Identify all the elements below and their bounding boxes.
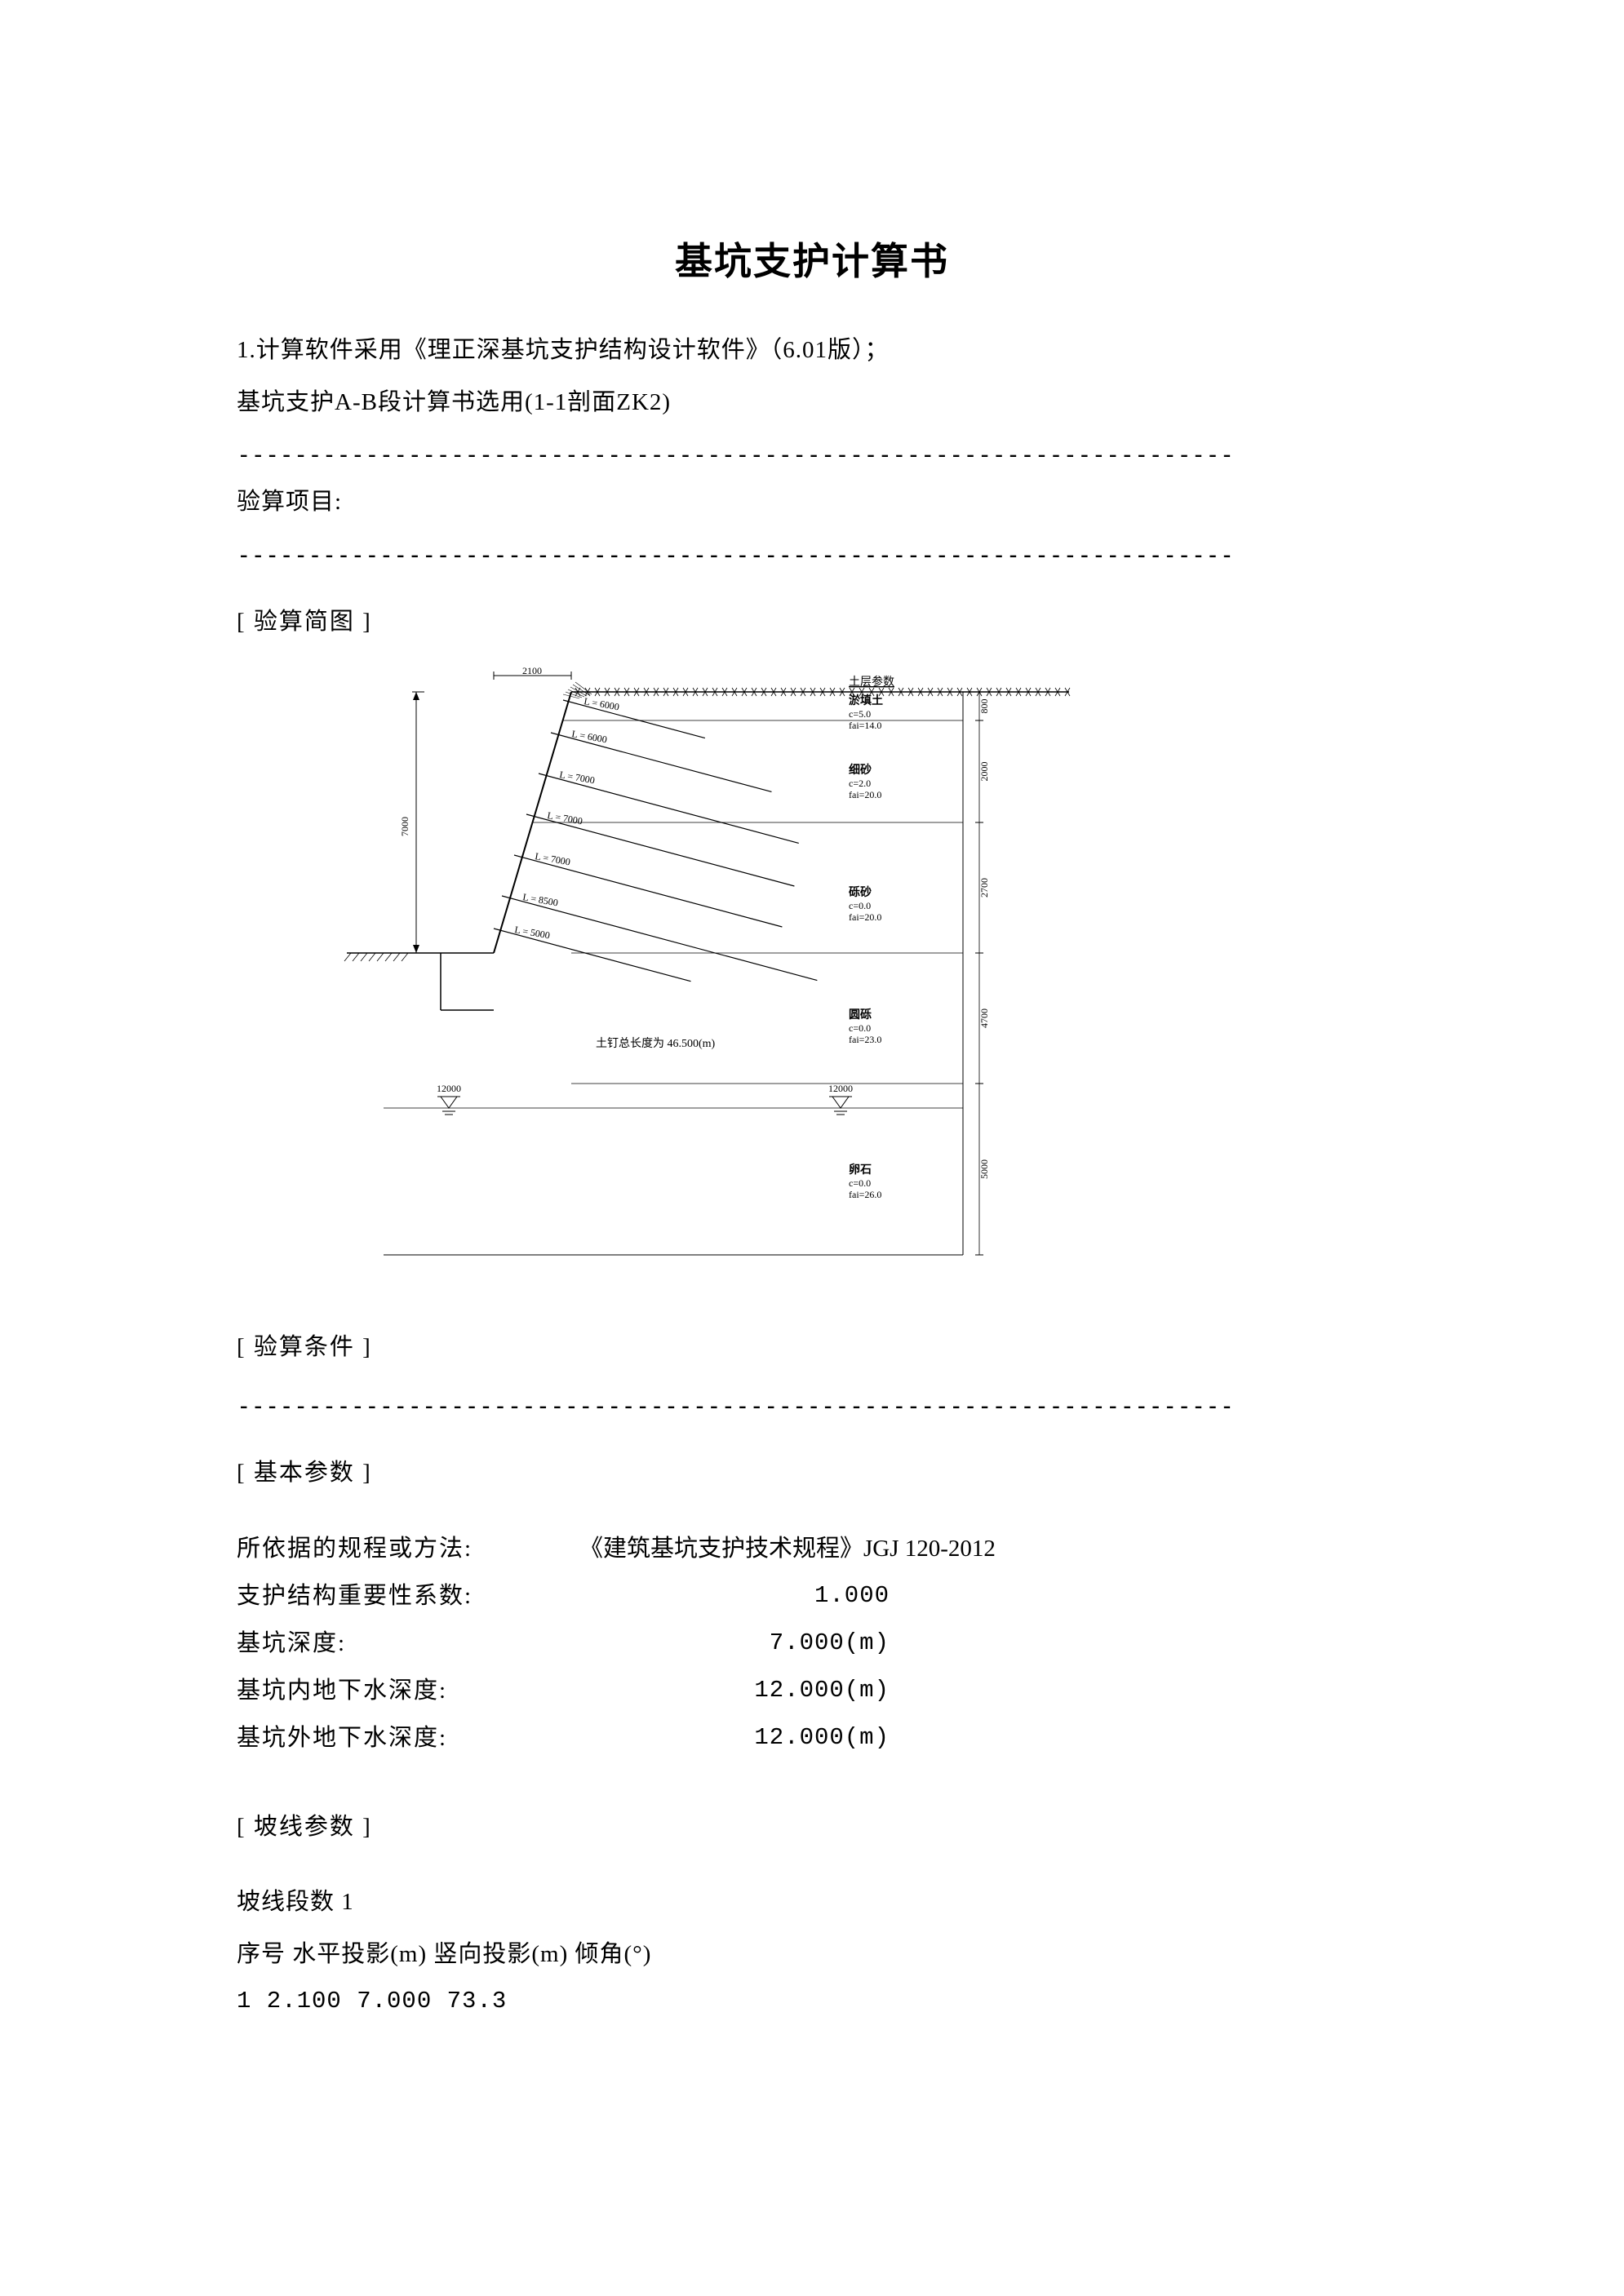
intro-line-2: 基坑支护A-B段计算书选用(1-1剖面ZK2) <box>237 381 1387 423</box>
intro-line-1: 1.计算软件采用《理正深基坑支护结构设计软件》（6.01版）； <box>237 329 1387 371</box>
svg-text:圆砾: 圆砾 <box>849 1008 872 1022</box>
svg-text:2700: 2700 <box>978 878 990 898</box>
svg-text:c=5.0: c=5.0 <box>849 708 871 720</box>
svg-text:12000: 12000 <box>437 1083 461 1094</box>
slope-params-label: [ 坡线参数 ] <box>237 1806 1387 1848</box>
svg-text:5000: 5000 <box>978 1159 990 1179</box>
svg-text:土钉总长度为 46.500(m): 土钉总长度为 46.500(m) <box>596 1037 716 1050</box>
param-value: 12.000(m) <box>579 1717 890 1759</box>
svg-text:4700: 4700 <box>978 1008 990 1028</box>
param-row-method: 所依据的规程或方法: 《建筑基坑支护技术规程》JGJ 120-2012 <box>237 1527 1387 1570</box>
param-value: 7.000(m) <box>579 1622 890 1664</box>
page-title: 基坑支护计算书 <box>237 228 1387 296</box>
svg-text:fai=20.0: fai=20.0 <box>849 911 881 923</box>
svg-text:c=0.0: c=0.0 <box>849 1177 871 1189</box>
slope-table-header: 序号 水平投影(m) 竖向投影(m) 倾角(°) <box>237 1933 1387 1975</box>
param-row-depth: 基坑深度: 7.000(m) <box>237 1622 1387 1664</box>
divider-3: ----------------------------------------… <box>237 1385 1387 1427</box>
svg-text:卵石: 卵石 <box>849 1163 872 1177</box>
svg-text:c=2.0: c=2.0 <box>849 778 871 789</box>
param-label: 支护结构重要性系数: <box>237 1575 579 1617</box>
param-row-importance: 支护结构重要性系数: 1.000 <box>237 1575 1387 1617</box>
verification-diagram: 70002100土层参数8002000270047005000淤填土c=5.0f… <box>335 667 1151 1279</box>
param-value: 12.000(m) <box>579 1669 890 1712</box>
slope-segments-count: 坡线段数 1 <box>237 1881 1387 1923</box>
param-label: 所依据的规程或方法: <box>237 1527 579 1570</box>
svg-text:fai=14.0: fai=14.0 <box>849 720 881 731</box>
diagram-container: 70002100土层参数8002000270047005000淤填土c=5.0f… <box>335 667 1387 1293</box>
param-value: 《建筑基坑支护技术规程》JGJ 120-2012 <box>579 1527 996 1570</box>
divider-1: ----------------------------------------… <box>237 433 1387 476</box>
param-row-outer-water: 基坑外地下水深度: 12.000(m) <box>237 1717 1387 1759</box>
svg-text:2100: 2100 <box>522 667 542 676</box>
svg-text:fai=20.0: fai=20.0 <box>849 789 881 800</box>
svg-text:c=0.0: c=0.0 <box>849 900 871 911</box>
basic-params-label: [ 基本参数 ] <box>237 1452 1387 1494</box>
slope-table-row: 1 2.100 7.000 73.3 <box>237 1980 1387 2023</box>
svg-text:fai=26.0: fai=26.0 <box>849 1189 881 1200</box>
svg-text:土层参数: 土层参数 <box>849 675 894 689</box>
param-row-inner-water: 基坑内地下水深度: 12.000(m) <box>237 1669 1387 1712</box>
verify-cond-label: [ 验算条件 ] <box>237 1326 1387 1368</box>
divider-2: ----------------------------------------… <box>237 534 1387 576</box>
svg-text:2000: 2000 <box>978 761 990 781</box>
verify-diagram-label: [ 验算简图 ] <box>237 601 1387 643</box>
param-label: 基坑外地下水深度: <box>237 1717 579 1759</box>
svg-text:砾砂: 砾砂 <box>849 885 872 899</box>
svg-text:7000: 7000 <box>399 817 410 836</box>
svg-text:fai=23.0: fai=23.0 <box>849 1034 881 1045</box>
verify-project-label: 验算项目: <box>237 481 1387 523</box>
svg-text:c=0.0: c=0.0 <box>849 1022 871 1034</box>
svg-text:800: 800 <box>978 698 990 713</box>
svg-text:细砂: 细砂 <box>849 763 872 777</box>
param-label: 基坑深度: <box>237 1622 579 1664</box>
param-value: 1.000 <box>579 1575 890 1617</box>
svg-text:12000: 12000 <box>828 1083 853 1094</box>
svg-text:淤填土: 淤填土 <box>849 694 883 707</box>
param-label: 基坑内地下水深度: <box>237 1669 579 1712</box>
